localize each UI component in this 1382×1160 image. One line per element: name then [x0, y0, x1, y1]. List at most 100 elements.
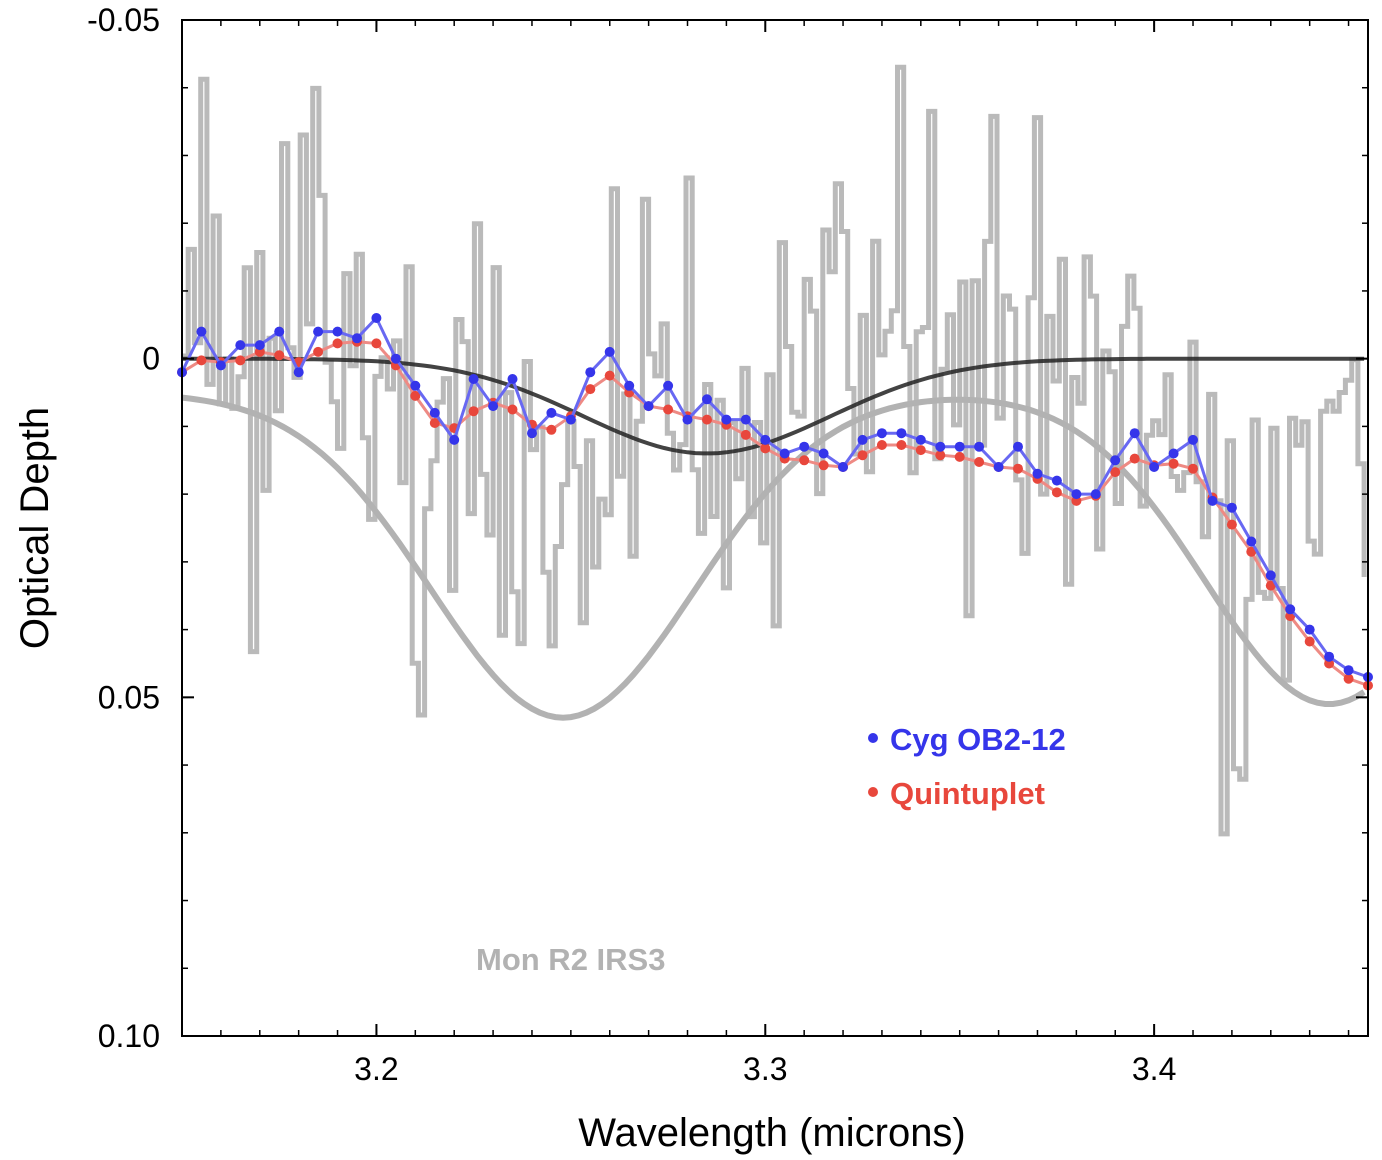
- quintuplet-point: [332, 338, 343, 349]
- quintuplet-point: [429, 418, 440, 428]
- legend: Cyg OB2-12 Quintuplet: [868, 722, 1066, 811]
- cyg-ob2-12-point: [429, 407, 440, 418]
- y-tick-label: 0: [142, 341, 160, 377]
- cyg-ob2-12-point: [546, 407, 557, 418]
- cyg-ob2-12-point: [1226, 502, 1237, 513]
- y-tick-label: -0.05: [87, 2, 160, 38]
- cyg-ob2-12-point: [235, 340, 246, 351]
- cyg-ob2-12-point: [1265, 570, 1276, 581]
- cyg-ob2-12-point: [1304, 624, 1315, 635]
- quintuplet-point: [274, 350, 285, 361]
- legend-label-cyg: Cyg OB2-12: [890, 722, 1066, 757]
- cyg-ob2-12-point: [1188, 434, 1198, 445]
- cyg-ob2-12-point: [1324, 651, 1335, 662]
- cyg-ob2-12-point: [196, 326, 207, 337]
- cyg-ob2-12-point: [352, 333, 362, 344]
- quintuplet-point: [585, 384, 596, 395]
- quintuplet-point: [1188, 463, 1198, 474]
- cyg-ob2-12-point: [935, 441, 946, 452]
- cyg-ob2-12-point: [838, 462, 848, 472]
- x-axis-label: Wavelength (microns): [578, 1111, 966, 1155]
- quintuplet-point: [663, 404, 674, 415]
- model-curve: [182, 356, 1365, 456]
- quintuplet-point: [740, 429, 751, 440]
- cyg-ob2-12-point: [507, 374, 518, 384]
- data-series: [177, 313, 1373, 691]
- cyg-ob2-12-point: [604, 346, 615, 357]
- quintuplet-point: [1013, 463, 1023, 474]
- cyg-ob2-12-point: [410, 380, 421, 391]
- quintuplet-point: [1168, 458, 1179, 469]
- cyg-ob2-12-point: [1149, 462, 1160, 472]
- cyg-ob2-12-point: [274, 326, 285, 337]
- plot-frame: [181, 19, 1369, 1037]
- quintuplet-point: [760, 443, 771, 454]
- quintuplet-point: [974, 457, 985, 467]
- quintuplet-point: [857, 450, 868, 461]
- cyg-ob2-12-point: [1207, 495, 1218, 506]
- quintuplet-point: [196, 355, 207, 366]
- quintuplet-point: [313, 346, 324, 357]
- x-tick-label: 3.4: [1132, 1051, 1176, 1087]
- cyg-ob2-12-point: [663, 380, 674, 391]
- quintuplet-point: [954, 451, 965, 462]
- cyg-ob2-12-point: [857, 434, 868, 445]
- quintuplet-point: [1226, 519, 1237, 530]
- quintuplet-point: [702, 414, 712, 425]
- legend-label-quint: Quintuplet: [890, 776, 1045, 811]
- cyg-ob2-12-point: [896, 428, 907, 439]
- cyg-ob2-12-point: [702, 394, 712, 405]
- cyg-ob2-12-point: [293, 367, 304, 378]
- cyg-ob2-12-point: [624, 380, 635, 391]
- cyg-ob2-12-point: [488, 401, 499, 412]
- quintuplet-point: [468, 406, 479, 417]
- y-tick-label: 0.05: [98, 679, 160, 715]
- cyg-ob2-12-series: [177, 313, 1373, 682]
- model-line: [182, 356, 1365, 456]
- gray-noisy-trace: [182, 64, 1367, 837]
- gray-smooth-curve: [181, 394, 1366, 721]
- cyg-ob2-12-point: [1343, 665, 1354, 676]
- quintuplet-point: [1110, 467, 1121, 478]
- cyg-ob2-12-point: [1032, 468, 1043, 479]
- quintuplet-point: [410, 390, 421, 401]
- cyg-ob2-12-point: [818, 448, 829, 459]
- quintuplet-point: [935, 450, 946, 461]
- cyg-ob2-12-point: [527, 428, 537, 439]
- cyg-ob2-12-point: [371, 313, 382, 323]
- quintuplet-point: [915, 445, 926, 456]
- cyg-ob2-12-point: [740, 414, 751, 425]
- cyg-ob2-12-point: [682, 414, 693, 425]
- cyg-ob2-12-point: [1129, 428, 1140, 439]
- quintuplet-point: [1051, 487, 1062, 498]
- quintuplet-point: [1246, 546, 1257, 557]
- quintuplet-point: [1129, 453, 1140, 464]
- cyg-ob2-12-point: [565, 414, 576, 425]
- cyg-ob2-12-point: [1168, 448, 1179, 459]
- quintuplet-point: [799, 455, 810, 466]
- cyg-ob2-12-point: [779, 448, 790, 459]
- quintuplet-point: [507, 404, 518, 415]
- cyg-ob2-12-point: [332, 326, 343, 337]
- legend-marker-cyg: [868, 733, 878, 743]
- y-axis-label: Optical Depth: [13, 407, 57, 649]
- quintuplet-point: [876, 440, 887, 450]
- legend-marker-quint: [868, 787, 878, 797]
- cyg-ob2-12-point: [449, 434, 460, 445]
- cyg-ob2-12-point: [1051, 475, 1062, 486]
- cyg-ob2-12-point: [760, 434, 771, 445]
- cyg-ob2-12-point: [954, 441, 965, 452]
- quintuplet-point: [604, 370, 615, 381]
- quintuplet-point: [546, 424, 557, 435]
- quintuplet-point: [371, 338, 382, 349]
- cyg-ob2-12-point: [876, 428, 887, 439]
- axis-ticks: 3.2 3.3 3.4 -0.05 0 0.05 0.10: [87, 2, 1368, 1087]
- cyg-ob2-12-point: [1285, 604, 1296, 615]
- cyg-ob2-12-point: [974, 441, 985, 452]
- x-tick-label: 3.2: [354, 1051, 398, 1087]
- cyg-ob2-12-point: [1090, 489, 1101, 500]
- cyg-ob2-12-point: [1013, 441, 1023, 452]
- cyg-ob2-12-point: [390, 353, 401, 364]
- quintuplet-point: [235, 355, 246, 366]
